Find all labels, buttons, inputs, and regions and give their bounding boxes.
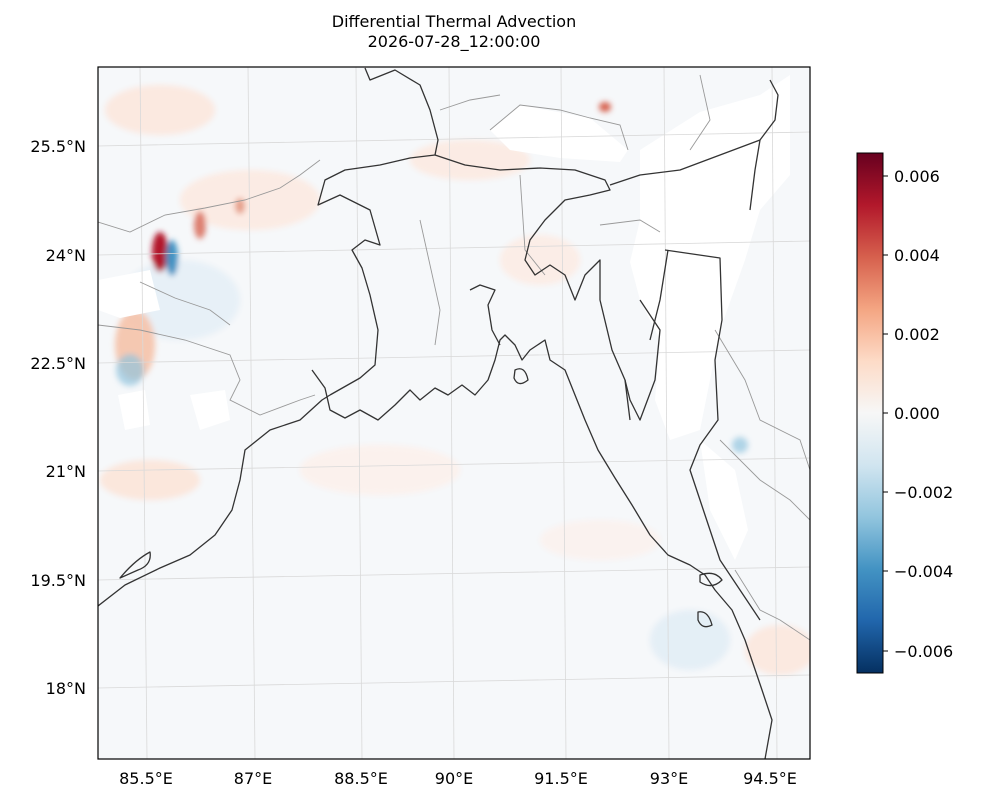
map-panel [98, 67, 810, 759]
colorbar-tick-label: 0.002 [894, 325, 940, 344]
coastline-and-borders [98, 67, 779, 759]
colorbar-tick-label: −0.004 [894, 562, 953, 581]
lon-label: 90°E [435, 769, 473, 788]
lon-label: 85.5°E [119, 769, 173, 788]
colorbar-ticks [883, 175, 888, 652]
lon-label: 87°E [234, 769, 272, 788]
colorbar-gradient [856, 152, 884, 674]
lon-label: 94.5°E [743, 769, 797, 788]
longitude-labels: 85.5°E 87°E 88.5°E 90°E 91.5°E 93°E 94.5… [119, 769, 797, 788]
lon-label: 91.5°E [534, 769, 588, 788]
lat-label: 24°N [46, 246, 86, 265]
colorbar-tick-label: 0.006 [894, 167, 940, 186]
lat-label: 22.5°N [30, 354, 86, 373]
colorbar: 0.006 0.004 0.002 0.000 −0.002 −0.004 −0… [856, 152, 953, 674]
lat-label: 18°N [46, 679, 86, 698]
title-line-1: Differential Thermal Advection [331, 12, 577, 31]
admin-borders [98, 74, 810, 641]
gridlines [98, 67, 810, 759]
title-line-2: 2026-07-28_12:00:00 [367, 32, 541, 51]
masked-areas [98, 75, 790, 560]
latitude-labels: 25.5°N 24°N 22.5°N 21°N 19.5°N 18°N [30, 137, 86, 698]
colorbar-tick-label: −0.006 [894, 642, 953, 661]
colorbar-tick-label: −0.002 [894, 483, 953, 502]
lat-label: 25.5°N [30, 137, 86, 156]
colorbar-tick-label: 0.004 [894, 246, 940, 265]
map-title: Differential Thermal Advection 2026-07-2… [98, 12, 810, 52]
map-frame [97, 66, 811, 760]
lat-label: 19.5°N [30, 571, 86, 590]
lat-label: 21°N [46, 462, 86, 481]
colorbar-tick-label: 0.000 [894, 404, 940, 423]
lon-label: 93°E [650, 769, 688, 788]
lon-label: 88.5°E [334, 769, 388, 788]
